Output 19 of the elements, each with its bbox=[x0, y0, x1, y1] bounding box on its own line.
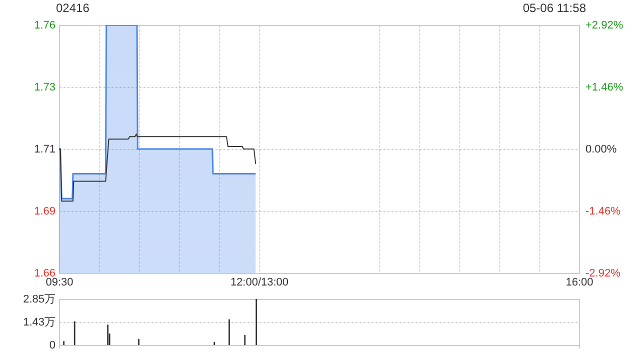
y-tick-label: 1.73 bbox=[34, 82, 56, 94]
x-tick-label: 12:00/13:00 bbox=[230, 276, 289, 288]
y-tick-label: 1.69 bbox=[34, 206, 56, 218]
y2-tick-label: +2.92% bbox=[586, 20, 624, 32]
y-tick-label: 1.43万 bbox=[23, 316, 56, 328]
line-series bbox=[59, 134, 256, 202]
y-tick-label: 2.85万 bbox=[23, 294, 56, 306]
x-tick-label: 09:30 bbox=[46, 276, 74, 288]
y-tick-label: 0 bbox=[49, 340, 56, 352]
y2-tick-label: -2.92% bbox=[586, 268, 621, 280]
y-tick-label: 1.71 bbox=[34, 144, 56, 156]
y-tick-label: 1.76 bbox=[34, 20, 56, 32]
x-tick-label: 16:00 bbox=[566, 276, 594, 288]
chart-title: 02416 bbox=[56, 1, 90, 15]
text: 05-06 11:58 bbox=[522, 1, 586, 15]
y-tick-label: 1.66 bbox=[34, 268, 56, 280]
y2-tick-label: +1.46% bbox=[586, 82, 624, 94]
y2-tick-label: -1.46% bbox=[586, 206, 621, 218]
y2-tick-label: 0.00% bbox=[586, 144, 617, 156]
